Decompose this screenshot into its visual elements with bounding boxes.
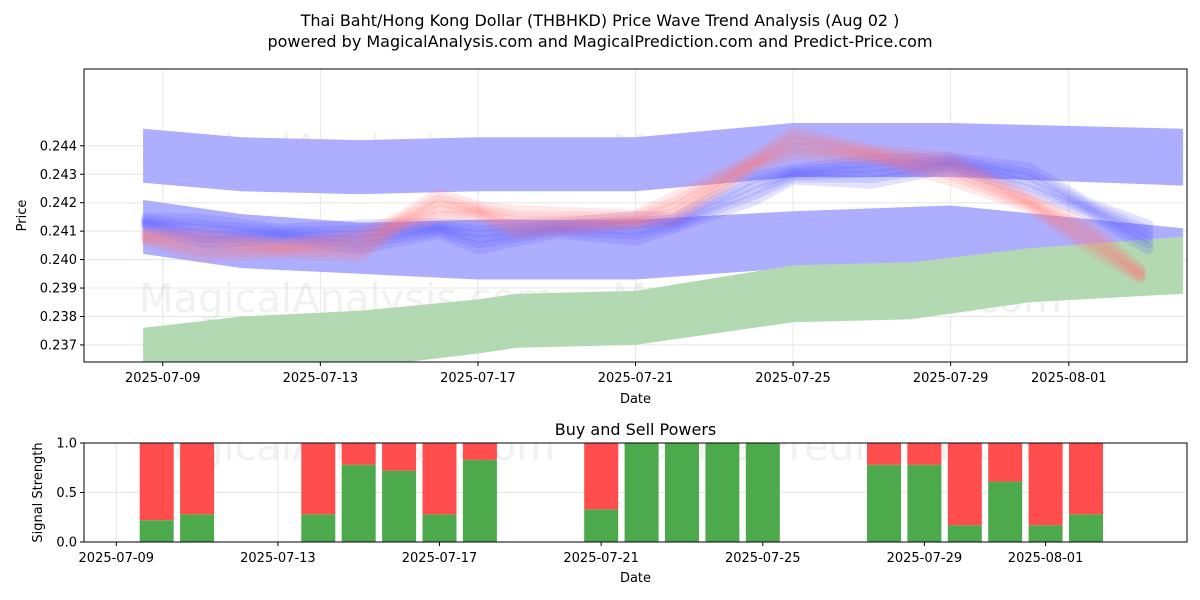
- price-chart: MagicalAnalysis.comMagicalPrediction.com…: [15, 68, 1188, 407]
- x-tick-label: 2025-07-21: [598, 371, 674, 386]
- y-tick-label: 0.244: [40, 139, 77, 154]
- sell-bar: [180, 443, 215, 515]
- sell-bar: [907, 443, 942, 465]
- buy-bar: [947, 525, 982, 542]
- buy-bar: [584, 509, 619, 542]
- buy-bar: [422, 514, 457, 542]
- x-tick-label: 2025-07-29: [913, 371, 989, 386]
- buy-bar: [665, 443, 699, 542]
- y-tick-label: 0.5: [56, 486, 77, 501]
- x-tick-label: 2025-07-29: [887, 551, 963, 566]
- wave-line-red_wave: [141, 137, 1146, 280]
- wave-line-blue_wave: [141, 154, 1154, 238]
- y-tick-label: 0.0: [56, 536, 77, 551]
- x-tick-label: 2025-07-17: [402, 551, 478, 566]
- wave-line-blue_wave: [141, 156, 1154, 243]
- buy-bar: [705, 443, 740, 542]
- price-band-2: [143, 236, 1184, 362]
- y-tick-label: 0.241: [40, 225, 77, 240]
- buy-bar: [624, 443, 659, 542]
- sell-bar: [947, 443, 982, 526]
- sell-bar: [867, 443, 901, 465]
- wave-line-blue_wave: [141, 158, 1154, 249]
- wave-line-red_wave: [141, 142, 1146, 282]
- y-tick-label: 0.239: [40, 282, 77, 297]
- x-tick-label: 2025-07-17: [440, 371, 516, 386]
- y-tick-label: 0.243: [40, 168, 77, 183]
- chart-title: Thai Baht/Hong Kong Dollar (THBHKD) Pric…: [300, 11, 900, 30]
- buy-bar: [341, 464, 376, 542]
- buy-bar: [867, 464, 901, 542]
- sell-bar: [341, 443, 376, 465]
- price-plot-area: MagicalAnalysis.comMagicalPrediction.com…: [84, 69, 1187, 362]
- buy-bar: [988, 481, 1023, 542]
- sell-bar: [584, 443, 619, 510]
- x-tick-label: 2025-07-21: [563, 551, 639, 566]
- y-tick-label: 0.242: [40, 196, 77, 211]
- buy-bar: [180, 514, 215, 542]
- x-tick-label: 2025-07-25: [725, 551, 801, 566]
- signal-plot-area: MagicalAnalysis.comMagicalPrediction.com: [84, 443, 1187, 542]
- x-tick-label: 2025-08-01: [1008, 551, 1084, 566]
- wave-line-red_wave: [141, 148, 1146, 285]
- y-tick-label: 1.0: [56, 437, 77, 452]
- wave-line-red_wave: [141, 125, 1146, 276]
- y-tick-label: 0.240: [40, 253, 77, 268]
- x-axis-label: Date: [620, 392, 651, 407]
- x-tick-label: 2025-07-25: [755, 371, 831, 386]
- sell-bar: [988, 443, 1023, 482]
- x-axis-label: Date: [620, 571, 651, 586]
- signal-chart: MagicalAnalysis.comMagicalPrediction.com…: [31, 420, 1188, 586]
- wave-line-red_wave: [141, 131, 1146, 278]
- sell-bar: [462, 443, 497, 460]
- buy-bar: [139, 520, 174, 542]
- wave-line-blue_wave: [141, 152, 1154, 236]
- wave-line-blue_wave: [141, 161, 1154, 255]
- buy-bar: [382, 470, 417, 542]
- buy-bar: [745, 443, 780, 542]
- sell-bar: [1028, 443, 1063, 526]
- sell-bar: [382, 443, 417, 471]
- x-tick-label: 2025-07-13: [283, 371, 359, 386]
- sell-bar: [139, 443, 174, 521]
- price-band-0: [143, 123, 1184, 195]
- sell-bar: [1069, 443, 1103, 515]
- buy-bar: [462, 459, 497, 542]
- x-tick-label: 2025-07-13: [240, 551, 316, 566]
- y-tick-label: 0.238: [40, 310, 77, 325]
- buy-bar: [301, 514, 336, 542]
- y-tick-label: 0.237: [40, 338, 77, 353]
- sell-bar: [301, 443, 336, 515]
- chart-subtitle: powered by MagicalAnalysis.com and Magic…: [267, 32, 932, 51]
- buy-bar: [1028, 525, 1063, 542]
- signal-chart-title: Buy and Sell Powers: [555, 420, 717, 439]
- buy-bar: [1069, 514, 1103, 542]
- x-tick-label: 2025-07-09: [79, 551, 155, 566]
- sell-bar: [422, 443, 457, 515]
- x-tick-label: 2025-07-09: [125, 371, 201, 386]
- buy-bar: [907, 464, 942, 542]
- y-axis-label: Signal Strength: [31, 442, 46, 542]
- y-axis-label: Price: [15, 200, 30, 232]
- x-tick-label: 2025-08-01: [1031, 371, 1107, 386]
